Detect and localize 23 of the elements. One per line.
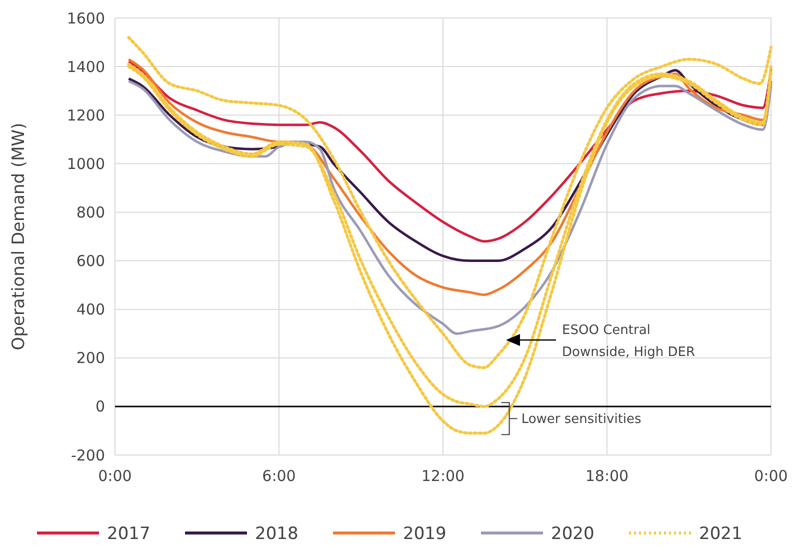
y-tick-label: -200 — [70, 446, 105, 464]
x-tick-label: 18:00 — [585, 467, 629, 485]
legend-label: 2020 — [551, 524, 594, 544]
y-tick-label: 1600 — [66, 9, 105, 28]
y-axis-title: Operational Demand (MW) — [9, 122, 29, 350]
y-tick-label: 1000 — [66, 154, 105, 173]
annotation: ESOO Central Downside, High DER — [562, 323, 696, 360]
x-tick-label: 0:00 — [98, 467, 132, 485]
legend-label: 2017 — [107, 524, 150, 544]
x-tick-label: 12:00 — [421, 467, 465, 485]
annotation: Lower sensitivities — [521, 412, 642, 428]
y-tick-label: 0 — [95, 398, 105, 416]
y-tick-label: 800 — [76, 203, 105, 222]
y-tick-label: 200 — [76, 349, 105, 368]
legend-label: 2019 — [403, 524, 446, 544]
x-tick-label: 0:00 — [754, 467, 788, 485]
legend-label: 2021 — [699, 524, 742, 544]
y-tick-label: 1200 — [66, 106, 105, 124]
y-tick-label: 600 — [76, 252, 105, 270]
y-tick-label: 1400 — [66, 58, 105, 76]
legend-label: 2018 — [255, 524, 298, 544]
y-tick-label: 400 — [76, 300, 105, 319]
x-tick-label: 6:00 — [262, 467, 296, 485]
